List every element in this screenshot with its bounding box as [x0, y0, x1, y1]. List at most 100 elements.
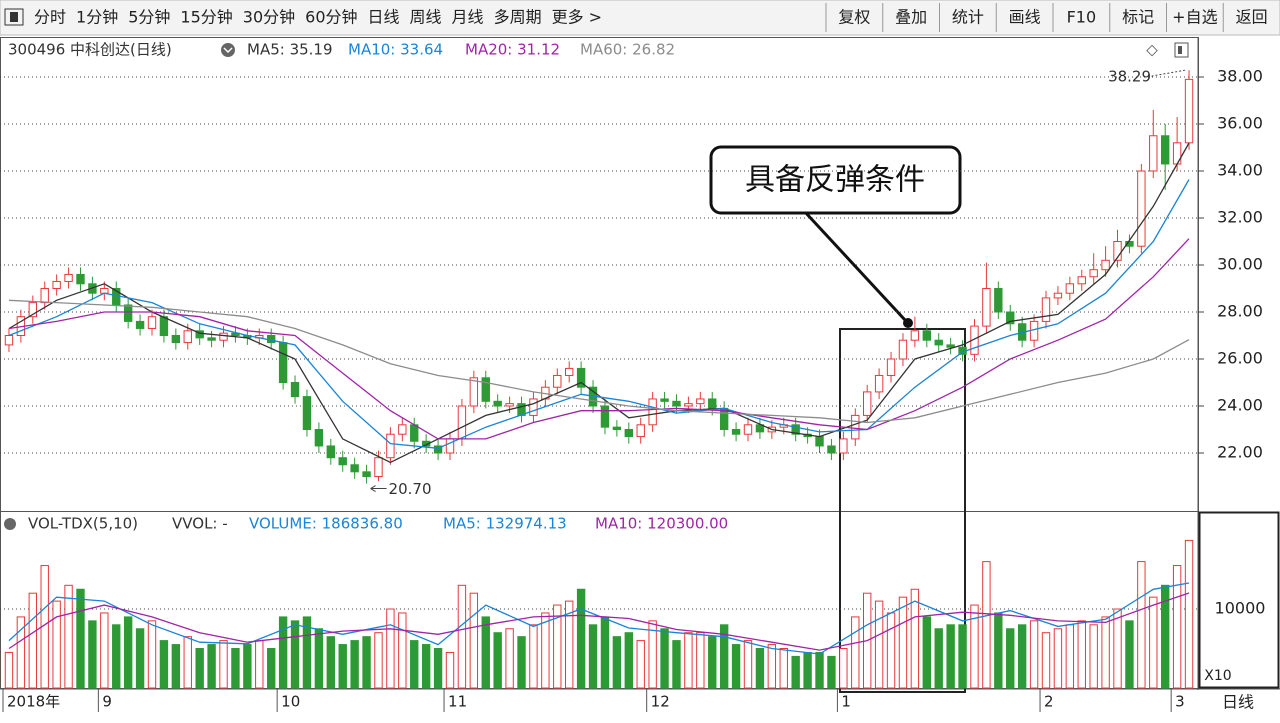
menu-icon[interactable]	[4, 8, 24, 26]
candle-body	[171, 335, 181, 344]
volume-title: VOL-TDX(5,10)	[28, 515, 138, 533]
volume-bar	[195, 648, 204, 689]
volume-bar	[1077, 620, 1086, 689]
diamond-icon[interactable]: ◇	[1146, 41, 1158, 59]
candle-body	[314, 429, 324, 447]
volume-bar	[267, 648, 276, 689]
x-tick-label: 10	[281, 693, 300, 711]
vvol-label: VVOL: -	[172, 515, 228, 533]
volume-bar	[803, 651, 812, 689]
toolbar-item[interactable]: 更多 >	[552, 8, 603, 27]
candle-body	[565, 367, 574, 376]
volume-bar	[684, 632, 693, 689]
candle-body	[207, 337, 216, 341]
volume-bar	[708, 636, 717, 689]
toolbar-item[interactable]: 15分钟	[180, 8, 232, 27]
candle-body	[1161, 135, 1170, 165]
volume-bar	[1029, 620, 1039, 689]
toolbar-item[interactable]: 复权	[838, 8, 870, 27]
volume-bar	[445, 651, 455, 689]
volume-bar	[612, 636, 622, 689]
vol-dropdown-icon[interactable]	[4, 518, 16, 530]
candle-body	[100, 288, 109, 294]
toolbar-item[interactable]: 画线	[1009, 8, 1041, 27]
candle-body	[874, 374, 884, 393]
legend-entry: MA5: 35.19	[247, 41, 333, 59]
volume-bar	[100, 612, 109, 689]
toolbar-item[interactable]: F10	[1067, 8, 1097, 27]
volume-bar	[1137, 561, 1146, 689]
candle-body	[529, 398, 538, 416]
volume-bar	[1017, 624, 1027, 689]
candle-body	[481, 377, 490, 402]
legend-entry: MA20: 31.12	[465, 41, 560, 59]
toolbar-item[interactable]: 月线	[452, 8, 484, 27]
volume-bar	[791, 655, 800, 689]
volume-bar	[505, 628, 514, 689]
candle-body	[743, 424, 753, 435]
candle-body	[1113, 241, 1122, 261]
volume-bar	[255, 640, 264, 689]
toolbar-item[interactable]: 30分钟	[243, 8, 295, 27]
volume-bar	[743, 640, 753, 689]
toolbar-item[interactable]: 1分钟	[76, 8, 118, 27]
volume-bar	[433, 648, 443, 689]
y-tick-label: 26.00	[1217, 349, 1263, 368]
volume-bar	[815, 651, 824, 689]
candle-body	[469, 377, 479, 407]
candle-body	[1137, 170, 1146, 247]
toolbar-item[interactable]: 周线	[410, 8, 442, 27]
volume-bar	[529, 624, 538, 689]
volume-bar	[159, 640, 169, 689]
x-tick-label: 2	[1044, 693, 1054, 711]
volume-bar	[565, 600, 574, 689]
toolbar-item[interactable]: 日线	[368, 8, 400, 27]
volume-bar	[672, 640, 681, 689]
candle-body	[290, 382, 300, 398]
candle-body	[696, 398, 705, 405]
toolbar-item[interactable]: 返回	[1236, 8, 1268, 27]
x-tick-label: 9	[102, 693, 112, 711]
volume-bar	[946, 624, 955, 689]
volume-bar	[171, 644, 181, 689]
high-label: 38.29	[1108, 68, 1151, 86]
high-arrow	[1150, 69, 1186, 77]
x-tick-label: 11	[448, 693, 467, 711]
toolbar-item[interactable]: 叠加	[895, 8, 927, 27]
toolbar-item[interactable]: +自选	[1172, 8, 1217, 27]
candle-body	[600, 405, 610, 428]
toolbar-item[interactable]: 5分钟	[128, 8, 170, 27]
ma-line	[8, 299, 1190, 424]
candle-body	[350, 464, 359, 473]
stock-title: 300496 中科创达(日线)	[8, 41, 172, 59]
volume-bar	[314, 628, 324, 689]
candle-body	[135, 320, 145, 329]
toolbar-item[interactable]: 多周期	[494, 8, 542, 27]
candle-body	[219, 332, 228, 341]
volume-bar	[362, 636, 371, 689]
volume-bar	[1184, 539, 1194, 689]
candle-body	[362, 471, 371, 478]
volume-bar	[696, 632, 705, 689]
dropdown-icon[interactable]	[221, 43, 235, 57]
toolbar-item[interactable]: 分时	[34, 8, 66, 27]
candle-body	[982, 288, 991, 327]
candle-body	[338, 457, 347, 466]
ma-line	[8, 142, 1190, 464]
toolbar-item[interactable]: 标记	[1122, 8, 1154, 27]
toolbar-item[interactable]: 60分钟	[305, 8, 357, 27]
volume-bar	[648, 620, 657, 689]
volume-bar	[457, 584, 467, 689]
x-tick-label: 1	[841, 693, 851, 711]
candle-body	[624, 429, 633, 438]
volume-bar	[588, 624, 598, 689]
highlight-box	[839, 328, 966, 693]
candle-body	[839, 438, 848, 454]
ma-line	[8, 238, 1190, 440]
y-tick-label: 34.00	[1217, 161, 1263, 180]
toolbar-item[interactable]: 统计	[952, 8, 984, 27]
candle-body	[648, 398, 657, 426]
volume-bar	[326, 636, 335, 689]
panel-icon[interactable]	[1174, 42, 1189, 58]
